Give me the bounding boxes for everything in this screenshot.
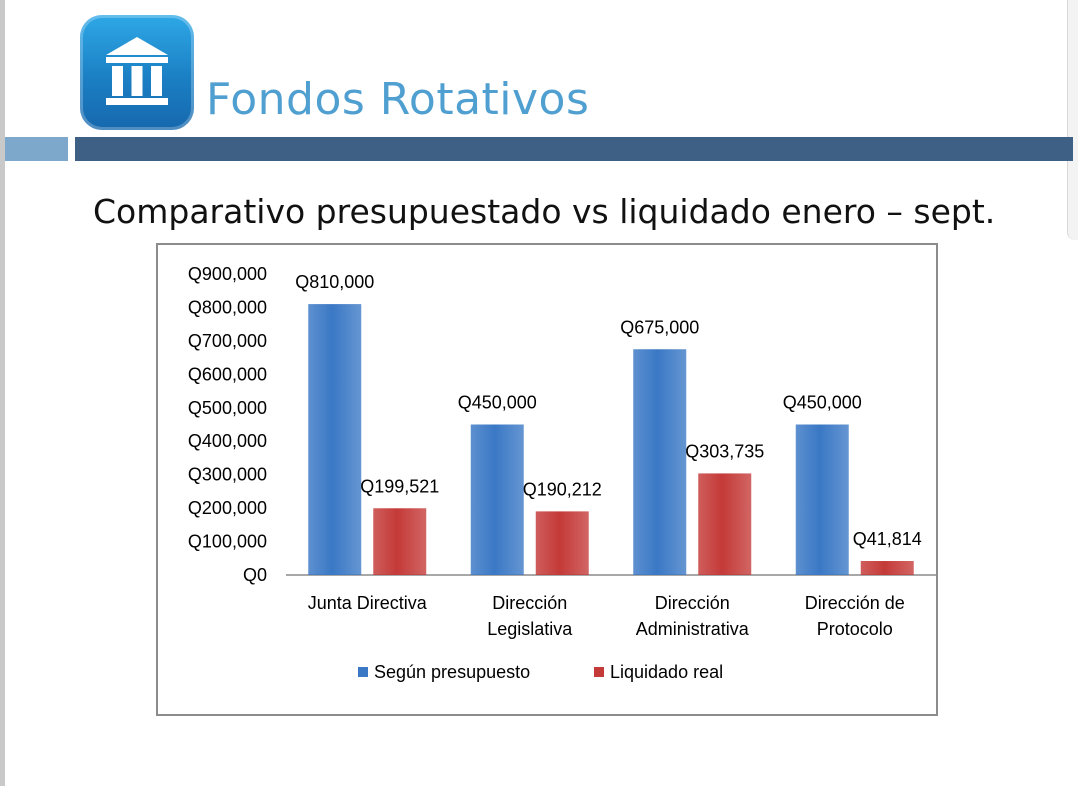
x-tick-label: Junta Directiva bbox=[308, 593, 428, 613]
header-band-accent bbox=[5, 137, 68, 161]
y-tick-label: Q100,000 bbox=[188, 532, 267, 552]
data-label: Q199,521 bbox=[360, 476, 439, 496]
legend-swatch bbox=[358, 667, 368, 677]
bar-budget bbox=[633, 349, 687, 575]
x-tick-label: Legislativa bbox=[487, 619, 573, 639]
legend-label: Liquidado real bbox=[610, 662, 723, 682]
y-tick-label: Q800,000 bbox=[188, 297, 267, 317]
x-tick-label: Dirección de bbox=[805, 593, 905, 613]
bank-building-icon bbox=[80, 15, 194, 130]
header-band bbox=[75, 137, 1073, 161]
y-tick-label: Q500,000 bbox=[188, 398, 267, 418]
y-tick-label: Q300,000 bbox=[188, 465, 267, 485]
x-tick-label: Dirección bbox=[492, 593, 567, 613]
y-tick-label: Q0 bbox=[243, 565, 267, 585]
data-label: Q41,814 bbox=[853, 529, 922, 549]
legend-swatch bbox=[594, 667, 604, 677]
y-tick-label: Q400,000 bbox=[188, 431, 267, 451]
slide-left-edge bbox=[0, 0, 5, 786]
bar-actual bbox=[535, 511, 589, 575]
bar-actual bbox=[860, 561, 914, 575]
data-label: Q810,000 bbox=[295, 272, 374, 292]
slide-subtitle: Comparativo presupuestado vs liquidado e… bbox=[93, 192, 996, 231]
chart-frame: Q0 Q100,000 Q200,000 Q300,000 Q400,000 Q500,0… bbox=[156, 243, 938, 716]
data-label: Q303,735 bbox=[685, 441, 764, 461]
data-label: Q675,000 bbox=[620, 317, 699, 337]
data-label: Q450,000 bbox=[458, 393, 537, 413]
bar-actual bbox=[698, 473, 752, 575]
x-tick-label: Protocolo bbox=[817, 619, 893, 639]
y-tick-label: Q700,000 bbox=[188, 331, 267, 351]
x-tick-label: Administrativa bbox=[636, 619, 750, 639]
window-edge bbox=[1067, 0, 1078, 240]
bar-budget bbox=[795, 424, 849, 575]
bar-chart: Q0 Q100,000 Q200,000 Q300,000 Q400,000 Q500,0… bbox=[188, 264, 936, 682]
y-tick-label: Q900,000 bbox=[188, 264, 267, 284]
bar-budget bbox=[308, 304, 362, 575]
y-tick-label: Q600,000 bbox=[188, 364, 267, 384]
bar-budget bbox=[470, 424, 524, 575]
legend-label: Según presupuesto bbox=[374, 662, 530, 682]
bar-actual bbox=[373, 508, 427, 575]
data-label: Q190,212 bbox=[523, 479, 602, 499]
page-title: Fondos Rotativos bbox=[206, 74, 590, 125]
y-tick-label: Q200,000 bbox=[188, 498, 267, 518]
data-label: Q450,000 bbox=[783, 393, 862, 413]
x-tick-label: Dirección bbox=[655, 593, 730, 613]
